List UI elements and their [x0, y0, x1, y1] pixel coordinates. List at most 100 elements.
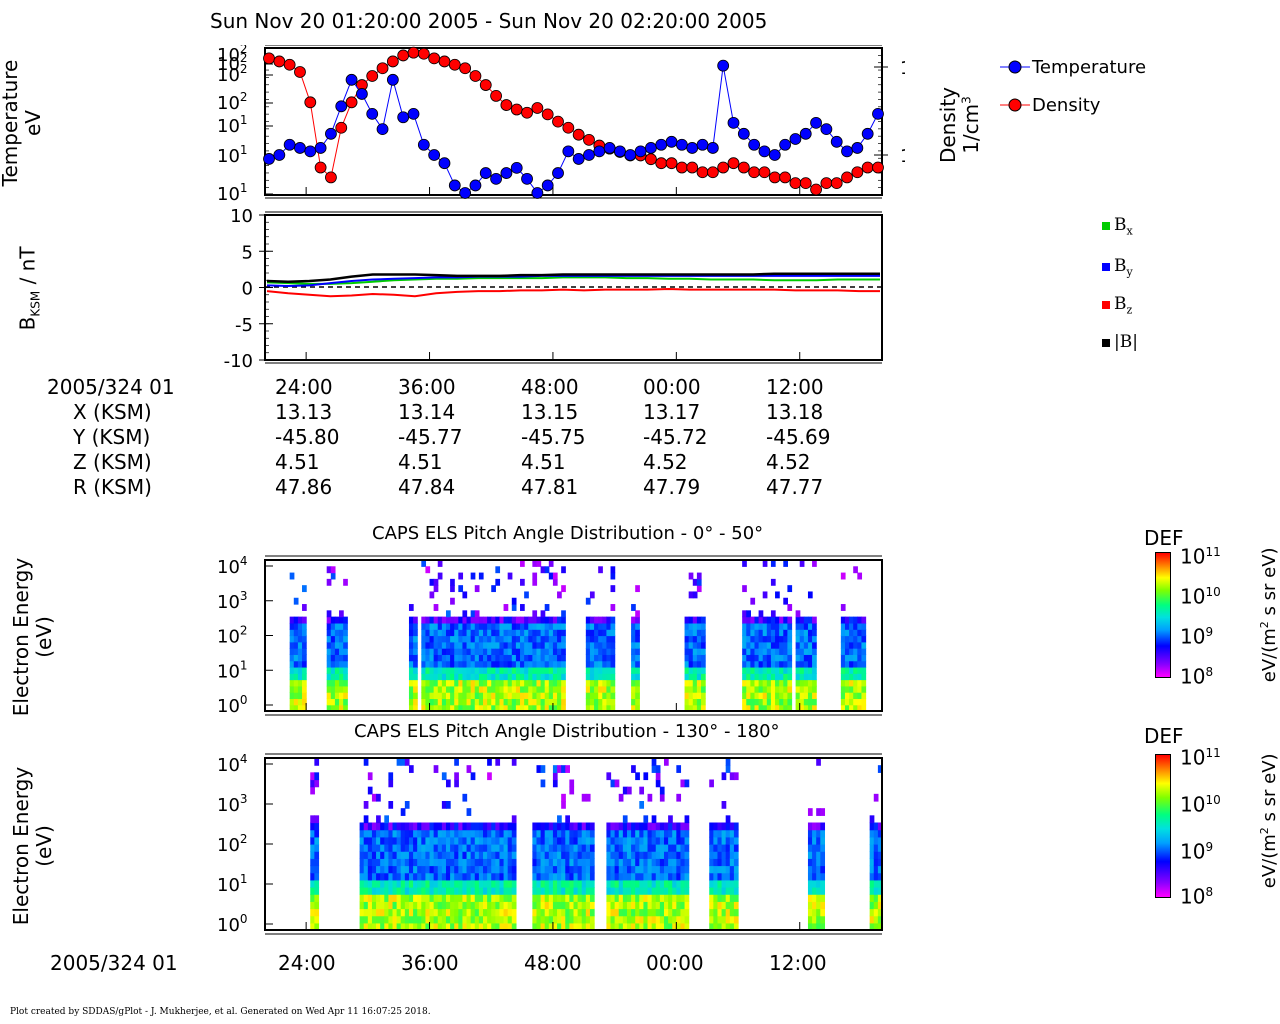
spectrogram-cell [433, 922, 439, 931]
spectrogram-cell [770, 673, 776, 681]
spectrogram-cell [762, 622, 768, 630]
spectrogram-cell [779, 679, 784, 687]
temperature-point [314, 142, 327, 154]
spectrogram-cell [812, 635, 817, 643]
spectrogram-cell [696, 679, 702, 687]
spectrogram-cell [367, 915, 373, 924]
spectrogram-cell [692, 698, 698, 706]
spectrogram-cell [289, 679, 295, 687]
spectrogram-cell [524, 616, 529, 624]
ephemeris-cell-r: 47.84 [398, 475, 456, 499]
spectrogram-cell [548, 666, 554, 674]
spectrogram-cell [729, 887, 735, 895]
spectrogram-cell [507, 648, 513, 655]
spectrogram-cell [635, 908, 640, 917]
spectrogram-cell [511, 604, 517, 611]
spectrogram-cell [491, 829, 496, 838]
spectrogram-cell [450, 635, 455, 643]
spectrogram-cell [425, 616, 431, 624]
spectrogram-cell [487, 872, 492, 881]
spectrogram-cell [478, 648, 484, 655]
spectrogram-cell [799, 666, 805, 674]
spectrogram-cell [663, 844, 669, 852]
density-point [325, 171, 337, 184]
spectrogram-cell [548, 915, 554, 924]
spectrogram-cell [454, 622, 459, 630]
spectrogram-cell [803, 654, 809, 662]
spectrogram-cell [775, 622, 780, 630]
spectrogram-cell [651, 908, 657, 917]
spectrogram-cell [873, 922, 879, 931]
spectrogram-cell [594, 641, 599, 649]
spectrogram-y-tick-label: 104 [217, 752, 248, 776]
spectrogram-cell [511, 698, 517, 706]
spectrogram-cell [339, 673, 344, 681]
spectrogram-cell [417, 851, 422, 859]
spectrogram-cell [445, 635, 451, 643]
spectrogram-cell [441, 844, 447, 852]
temperature-point [366, 107, 379, 120]
spectrogram-cell [680, 922, 686, 931]
temperature-point [820, 123, 833, 136]
spectrogram-cell [696, 692, 702, 700]
spectrogram-cell [589, 894, 595, 902]
spectrogram-cell [520, 673, 525, 681]
spectrogram-cell [659, 786, 665, 795]
spectrogram-cell [742, 698, 747, 706]
spectrogram-cell [684, 865, 690, 874]
spectrogram-cell [812, 851, 817, 859]
spectrogram-cell [787, 635, 793, 643]
spectrogram-cell [511, 692, 517, 700]
spectrogram-cell [849, 660, 854, 668]
spectrogram-cell [466, 901, 472, 910]
spectrogram-cell [696, 704, 702, 712]
spectrogram-cell [779, 635, 784, 643]
spectrogram-cell [437, 858, 443, 867]
spectrogram-cell [639, 844, 645, 852]
spectrogram-cell [417, 901, 422, 910]
spectrogram-cell [532, 908, 538, 917]
spectrogram-cell [635, 772, 640, 781]
spectrogram-cell [376, 879, 381, 888]
spectrogram-cell [413, 858, 418, 867]
spectrogram-cell [581, 851, 587, 859]
spectrogram-cell [544, 635, 550, 643]
spectrogram-cell [589, 641, 595, 649]
spectrogram-cell [417, 836, 422, 845]
spectrogram-cell [701, 685, 706, 693]
spectrogram-cell [713, 915, 719, 924]
spectrogram-cell [594, 654, 599, 662]
spectrogram-cell [614, 894, 620, 902]
spectrogram-cell [540, 765, 546, 773]
spectrogram-cell [639, 915, 645, 924]
spectrogram-cell [470, 679, 476, 687]
spectrogram-cell [569, 922, 575, 931]
spectrogram-cell [853, 654, 858, 662]
spectrogram-cell [692, 692, 698, 700]
spectrogram-cell [668, 865, 673, 874]
spectrogram-cell [849, 635, 854, 643]
spectrogram-cell [557, 765, 562, 773]
spectrogram-cell [857, 704, 863, 712]
spectrogram-cell [503, 872, 509, 881]
spectrogram-cell [458, 685, 464, 693]
density-point [583, 133, 595, 146]
spectrogram-cell [520, 648, 525, 655]
spectrogram-cell [433, 894, 439, 902]
spectrogram-cell [844, 704, 850, 712]
density-point [510, 103, 523, 116]
spectrogram-cell [499, 629, 505, 637]
spectrogram-cell [717, 879, 723, 888]
spectrogram-cell [713, 887, 719, 895]
spectrogram-cell [507, 894, 513, 902]
spectrogram-cell [441, 865, 447, 874]
spectrogram-cell [495, 692, 501, 700]
spectrogram-cell [742, 685, 747, 693]
spectrogram-cell [491, 616, 496, 624]
spectrogram-cell [302, 654, 307, 662]
spectrogram-cell [388, 887, 394, 895]
spectrogram-cell [466, 908, 472, 917]
spectrogram-cell [598, 566, 603, 574]
spectrogram-cell [869, 894, 875, 902]
spectrogram-cell [429, 635, 435, 643]
